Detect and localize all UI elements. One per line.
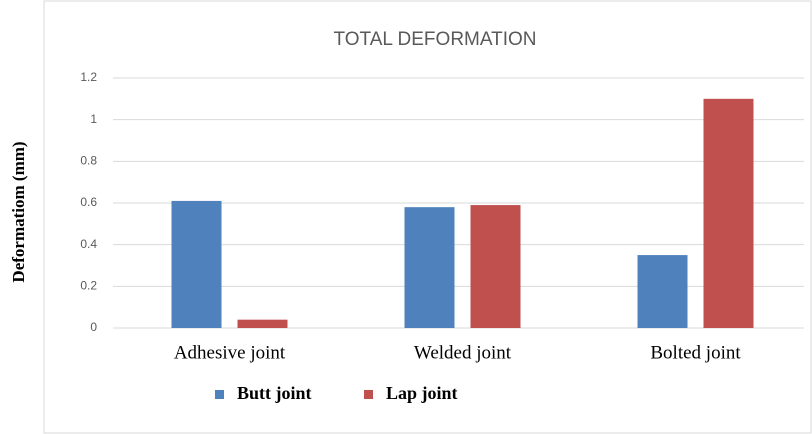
bar <box>404 207 455 328</box>
legend-swatch <box>364 390 373 399</box>
bar <box>171 200 222 328</box>
bar <box>637 255 688 328</box>
y-tick-label: 1.2 <box>80 70 97 84</box>
x-tick-label: Adhesive joint <box>174 342 286 363</box>
legend-label: Butt joint <box>237 383 312 403</box>
bar <box>470 205 521 328</box>
legend-label: Lap joint <box>386 383 458 403</box>
chart-title: TOTAL DEFORMATION <box>333 29 536 50</box>
y-tick-label: 0.8 <box>80 154 97 168</box>
x-tick-label: Welded joint <box>414 342 512 363</box>
bar <box>703 98 754 328</box>
y-tick-label: 0.6 <box>80 195 97 209</box>
y-tick-label: 1 <box>90 112 97 126</box>
y-tick-label: 0.2 <box>80 279 97 293</box>
y-tick-label: 0 <box>90 320 97 334</box>
y-tick-label: 0.4 <box>80 237 97 251</box>
bar <box>237 319 288 328</box>
legend-swatch <box>215 390 224 399</box>
x-tick-label: Bolted joint <box>650 342 741 363</box>
y-axis-label: Deformatiom (mm) <box>9 141 28 282</box>
